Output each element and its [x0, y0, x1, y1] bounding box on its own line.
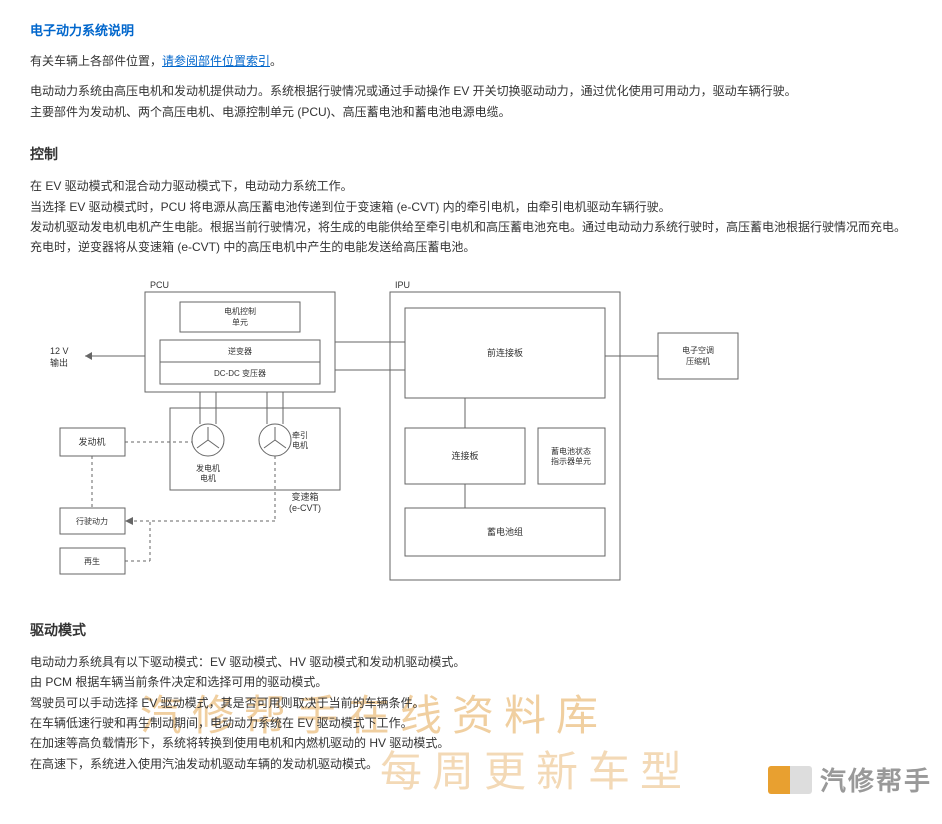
control-para: 在 EV 驱动模式和混合动力驱动模式下，电动动力系统工作。 当选择 EV 驱动模… [30, 176, 912, 258]
motor-ctrl-text2: 单元 [232, 317, 248, 327]
pcu-label: PCU [150, 280, 169, 290]
out-12v-l1: 12 V [50, 346, 69, 356]
dm-line-6: 在高速下，系统进入使用汽油发动机驱动车辆的发动机驱动模式。 [30, 757, 378, 771]
overview-line-1: 电动动力系统由高压电机和发动机提供动力。系统根据行驶情况或通过手动操作 EV 开… [30, 84, 797, 98]
regen-text: 再生 [84, 556, 100, 566]
dm-line-5: 在加速等高负载情形下，系统将转换到使用电机和内燃机驱动的 HV 驱动模式。 [30, 736, 449, 750]
drive-force-text: 行驶动力 [76, 516, 108, 526]
intro-prefix: 有关车辆上各部件位置， [30, 54, 162, 68]
ac-comp-t1: 电子空调 [682, 345, 714, 355]
engine-text: 发动机 [78, 436, 105, 447]
ac-comp-t2: 压缩机 [686, 356, 710, 366]
arrow-12v [85, 352, 92, 360]
trac-motor-t1: 牵引 [292, 430, 308, 440]
drive-mode-heading: 驱动模式 [30, 620, 912, 640]
ecvt-l2: (e-CVT) [289, 503, 321, 513]
batt-ind-box [538, 428, 605, 484]
page-title: 电子动力系统说明 [30, 20, 912, 39]
out-12v-l2: 输出 [50, 357, 68, 368]
junction-text: 连接板 [451, 450, 478, 461]
inverter-text: 逆变器 [228, 346, 252, 356]
batt-ind-t1: 蓄电池状态 [551, 446, 591, 456]
dcdc-text: DC-DC 变压器 [214, 368, 266, 378]
control-heading: 控制 [30, 144, 912, 164]
dm-line-3: 驾驶员可以手动选择 EV 驱动模式，其是否可用则取决于当前的车辆条件。 [30, 696, 425, 710]
trac-motor-t2: 电机 [292, 440, 308, 450]
intro-para: 有关车辆上各部件位置，请参阅部件位置索引。 [30, 51, 912, 71]
control-line-1: 在 EV 驱动模式和混合动力驱动模式下，电动动力系统工作。 [30, 179, 353, 193]
batt-ind-t2: 指示器单元 [551, 456, 591, 466]
ipu-label: IPU [395, 280, 410, 290]
drive-mode-para: 电动动力系统具有以下驱动模式：EV 驱动模式、HV 驱动模式和发动机驱动模式。 … [30, 652, 912, 774]
ecvt-l1: 变速箱 [291, 491, 318, 502]
control-line-3: 发动机驱动发电机电机产生电能。根据当前行驶情况，将生成的电能供给至牵引电机和高压… [30, 220, 906, 254]
motor-ctrl-text1: 电机控制 [224, 306, 256, 316]
overview-para: 电动动力系统由高压电机和发动机提供动力。系统根据行驶情况或通过手动操作 EV 开… [30, 81, 912, 122]
gen-motor-t2: 电机 [200, 473, 216, 483]
overview-line-2: 主要部件为发动机、两个高压电机、电源控制单元 (PCU)、高压蓄电池和蓄电池电源… [30, 105, 511, 119]
dm-line-1: 电动动力系统具有以下驱动模式：EV 驱动模式、HV 驱动模式和发动机驱动模式。 [30, 655, 465, 669]
gen-motor-t1: 发电机 [196, 463, 220, 473]
system-diagram: PCU 电机控制 单元 逆变器 DC-DC 变压器 12 V 输出 IPU 前连… [40, 278, 800, 598]
front-junction-text: 前连接板 [487, 347, 523, 358]
dm-line-4: 在车辆低速行驶和再生制动期间，电动动力系统在 EV 驱动模式下工作。 [30, 716, 413, 730]
parts-index-link[interactable]: 请参阅部件位置索引 [162, 54, 270, 68]
control-line-2: 当选择 EV 驱动模式时，PCU 将电源从高压蓄电池传递到位于变速箱 (e-CV… [30, 200, 671, 214]
intro-suffix: 。 [270, 54, 282, 68]
batt-pack-text: 蓄电池组 [487, 526, 523, 537]
dm-line-2: 由 PCM 根据车辆当前条件决定和选择可用的驱动模式。 [30, 675, 327, 689]
ac-comp-box [658, 333, 738, 379]
